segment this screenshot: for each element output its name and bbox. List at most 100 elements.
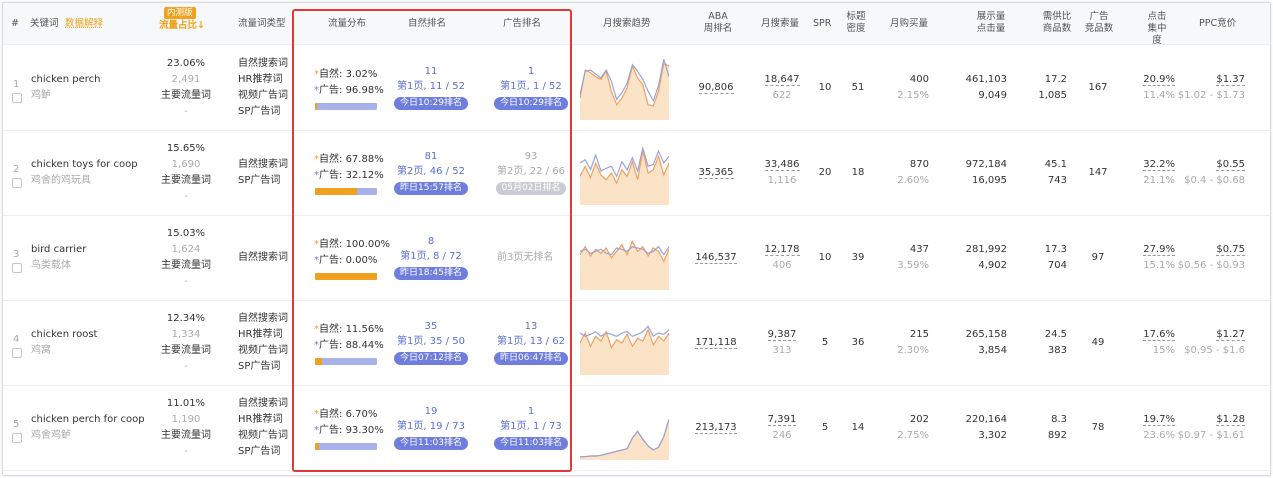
monthly-search-value[interactable]: 7,391 [767, 414, 797, 426]
natural-rank-badge[interactable]: 昨日15:57排名 [394, 182, 468, 195]
ppc-bid-value[interactable]: $0.75 [1216, 244, 1245, 256]
traffic-type-tag: 视频广告词 [238, 345, 288, 356]
header-spr[interactable]: SPR [813, 18, 832, 29]
header-ppc[interactable]: PPC竞价 [1199, 18, 1237, 29]
header-impressions[interactable]: 展示量 点击量 [976, 11, 1006, 34]
ad-rank-page: 第1页, 13 / 62 [497, 336, 565, 347]
traffic-dist-natural-fill [315, 103, 317, 110]
click-concentration-value[interactable]: 19.7% [1143, 414, 1175, 426]
table-row[interactable]: 2 chicken toys for coop 鸡舍的鸡玩具 15.65% 1,… [3, 131, 1270, 216]
row-checkbox[interactable] [12, 263, 22, 273]
monthly-search-value[interactable]: 9,387 [767, 329, 797, 341]
natural-rank-position[interactable]: 8 [427, 236, 435, 247]
data-explain-link[interactable]: 数据解释 [65, 18, 104, 29]
traffic-type-tag: HR推荐词 [238, 414, 283, 425]
title-density-value: 36 [851, 337, 865, 348]
ad-rank-badge[interactable]: 今日10:29排名 [494, 97, 568, 110]
ppc-bid-value[interactable]: $0.55 [1216, 159, 1245, 171]
aba-rank: 171,118 [691, 335, 741, 351]
keyword-text[interactable]: bird carrier [31, 244, 87, 255]
header-natural-rank[interactable]: 自然排名 [408, 18, 447, 29]
impressions-value: 220,164 [965, 414, 1007, 425]
natural-rank-badge[interactable]: 今日07:12排名 [394, 352, 468, 365]
natural-share: *自然: 67.88% [314, 154, 384, 165]
row-checkbox[interactable] [12, 348, 22, 358]
keyword-translation: 鸡舍鸡鲈 [31, 430, 71, 441]
monthly-search-value[interactable]: 12,178 [764, 244, 800, 256]
row-checkbox[interactable] [12, 178, 22, 188]
traffic-dist-natural-fill [315, 358, 323, 365]
natural-rank-position[interactable]: 19 [424, 406, 438, 417]
table-row[interactable]: 1 chicken perch 鸡鲈 23.06% 2,491 主要流量词 - … [3, 46, 1270, 131]
ad-rank-badge[interactable]: 今日11:03排名 [494, 437, 568, 450]
ad-rank-position[interactable]: 1 [527, 66, 535, 77]
click-concentration-value[interactable]: 27.9% [1143, 244, 1175, 256]
table-row[interactable]: 4 chicken roost 鸡窝 12.34% 1,334 主要流量词 - … [3, 301, 1270, 386]
ppc-bid-value[interactable]: $1.27 [1216, 329, 1245, 341]
ad-rank-badge[interactable]: 昨日06:47排名 [494, 352, 568, 365]
product-count-value: 704 [1047, 260, 1067, 271]
row-checkbox[interactable] [12, 433, 22, 443]
natural-rank-time: 今日07:12排名 [391, 350, 471, 366]
aba-rank-value[interactable]: 35,365 [698, 167, 734, 179]
click-concentration-value[interactable]: 17.6% [1143, 329, 1175, 341]
traffic-type-tag: 自然搜索词 [238, 398, 288, 409]
natural-rank-position[interactable]: 11 [424, 66, 438, 77]
natural-rank-badge[interactable]: 昨日18:45排名 [394, 267, 468, 280]
ppc-bid-value[interactable]: $1.37 [1216, 74, 1245, 86]
aba-rank-value[interactable]: 171,118 [695, 337, 737, 349]
keyword-text[interactable]: chicken roost [31, 329, 98, 340]
ppc-bid-value[interactable]: $1.28 [1216, 414, 1245, 426]
header-ad-rank[interactable]: 广告排名 [503, 18, 542, 29]
ad-rank-badge[interactable]: 05月02日排名 [495, 182, 567, 195]
natural-rank-badge[interactable]: 今日10:29排名 [394, 97, 468, 110]
header-ad-products[interactable]: 广告 竞品数 [1084, 11, 1114, 34]
keyword-translation: 鸟类载体 [31, 260, 71, 271]
natural-rank-position[interactable]: 81 [424, 151, 438, 162]
header-title-density[interactable]: 标题 密度 [846, 11, 866, 34]
monthly-search-value[interactable]: 18,647 [764, 74, 800, 86]
traffic-share-count: 1,690 [171, 159, 201, 170]
ad-rank-position[interactable]: 13 [524, 321, 538, 332]
aba-rank-value[interactable]: 90,806 [698, 82, 734, 94]
monthly-search-value[interactable]: 33,486 [764, 159, 800, 171]
trend-area [580, 151, 669, 205]
header-supply-demand[interactable]: 需供比 商品数 [1042, 11, 1072, 34]
traffic-dist-natural-fill [315, 273, 377, 280]
monthly-trend-chart[interactable] [580, 311, 669, 375]
keyword-text[interactable]: chicken perch for coop [31, 414, 145, 425]
click-concentration-value[interactable]: 32.2% [1143, 159, 1175, 171]
header-monthly-search[interactable]: 月搜索量 [761, 18, 800, 29]
ppc-bid: $0.55 [1179, 157, 1245, 173]
monthly-trend-chart[interactable] [580, 226, 669, 290]
natural-rank-time: 昨日18:45排名 [391, 265, 471, 281]
ad-rank-time: 昨日06:47排名 [491, 350, 571, 366]
header-aba[interactable]: ABA 周排名 [703, 11, 733, 34]
natural-rank-position[interactable]: 35 [424, 321, 438, 332]
table-row[interactable]: 3 bird carrier 鸟类载体 15.03% 1,624 主要流量词 -… [3, 216, 1270, 301]
header-keyword[interactable]: 关键词 [30, 18, 59, 29]
ppc-range: $0.95 - $1.6 [1184, 345, 1245, 356]
ad-rank-position[interactable]: 93 [524, 151, 538, 162]
click-concentration-value[interactable]: 20.9% [1143, 74, 1175, 86]
header-monthly-purchase[interactable]: 月购买量 [890, 18, 929, 29]
aba-rank-value[interactable]: 213,173 [695, 422, 737, 434]
monthly-trend-chart[interactable] [580, 396, 669, 460]
monthly-purchase-value: 400 [909, 74, 929, 85]
ad-rank-position[interactable]: 1 [527, 406, 535, 417]
traffic-dist-bar [315, 103, 377, 110]
keyword-text[interactable]: chicken toys for coop [31, 159, 138, 170]
monthly-trend-chart[interactable] [580, 56, 669, 120]
traffic-type-tag: SP广告词 [238, 361, 281, 372]
monthly-trend-chart[interactable] [580, 141, 669, 205]
aba-rank-value[interactable]: 146,537 [695, 252, 737, 264]
sort-down-icon[interactable]: ↓ [197, 20, 205, 31]
natural-marker-icon: * [314, 324, 319, 335]
header-click-concentration[interactable]: 点击 集中度 [1147, 11, 1167, 46]
title-density-value: 39 [851, 252, 865, 263]
row-checkbox[interactable] [12, 93, 22, 103]
table-row[interactable]: 5 chicken perch for coop 鸡舍鸡鲈 11.01% 1,1… [3, 386, 1270, 471]
natural-rank-badge[interactable]: 今日11:03排名 [394, 437, 468, 450]
header-traffic-share[interactable]: 流量占比↓ [159, 20, 205, 31]
keyword-text[interactable]: chicken perch [31, 74, 101, 85]
